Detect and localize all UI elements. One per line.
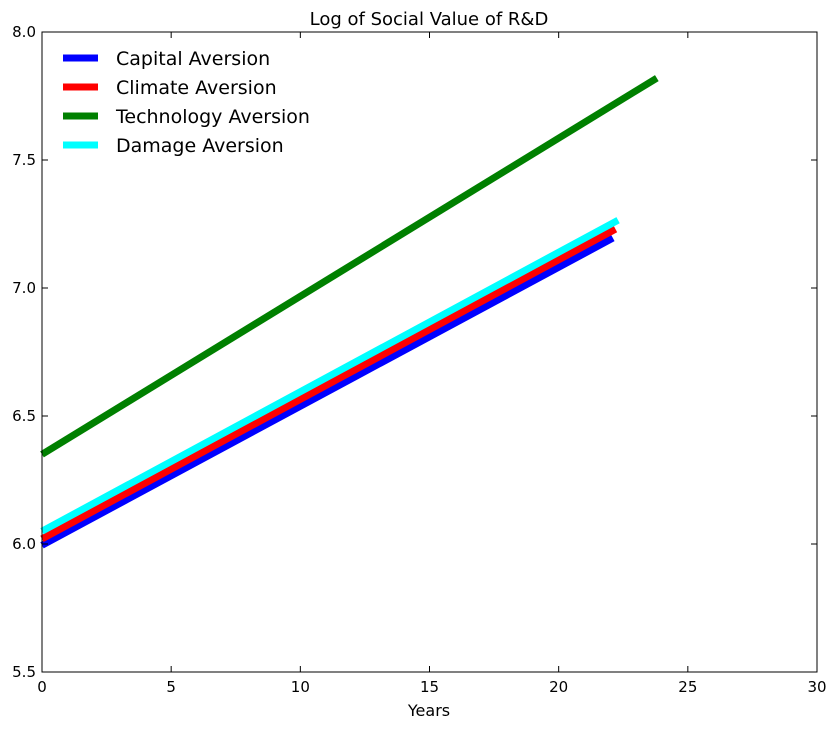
series-line-capital-aversion bbox=[40, 234, 615, 549]
x-tick-label: 30 bbox=[807, 678, 826, 696]
y-tick-label: 6.0 bbox=[12, 535, 36, 553]
y-tick-label: 8.0 bbox=[12, 23, 36, 41]
legend-label: Climate Aversion bbox=[116, 77, 277, 99]
y-tick-label: 7.5 bbox=[12, 151, 36, 169]
x-axis-title: Years bbox=[407, 701, 450, 720]
x-tick-label: 15 bbox=[420, 678, 439, 696]
legend-entry: Technology Aversion bbox=[63, 106, 310, 128]
x-tick-label: 0 bbox=[37, 678, 47, 696]
series-line-climate-aversion bbox=[40, 226, 618, 542]
ticks-layer: 0 5 10 15 20 25 30 5.5 6.0 6.5 7.0 7.5 8.0 bbox=[12, 23, 826, 696]
series-line-damage-aversion bbox=[40, 217, 620, 535]
legend-entry: Climate Aversion bbox=[63, 77, 277, 99]
x-tick-label: 5 bbox=[166, 678, 176, 696]
legend-label: Damage Aversion bbox=[116, 135, 284, 157]
series-line-technology-aversion bbox=[40, 75, 659, 458]
series-layer bbox=[40, 75, 659, 549]
chart-title: Log of Social Value of R&D bbox=[310, 9, 549, 30]
legend-label: Technology Aversion bbox=[115, 106, 310, 128]
legend: Capital Aversion Climate Aversion Technolo… bbox=[63, 48, 310, 157]
legend-entry: Damage Aversion bbox=[63, 135, 284, 157]
legend-entry: Capital Aversion bbox=[63, 48, 270, 70]
y-tick-label: 5.5 bbox=[12, 663, 36, 681]
x-tick-label: 25 bbox=[678, 678, 697, 696]
y-tick-label: 6.5 bbox=[12, 407, 36, 425]
y-tick-label: 7.0 bbox=[12, 279, 36, 297]
legend-label: Capital Aversion bbox=[116, 48, 270, 70]
x-tick-label: 10 bbox=[291, 678, 310, 696]
x-tick-label: 20 bbox=[549, 678, 568, 696]
